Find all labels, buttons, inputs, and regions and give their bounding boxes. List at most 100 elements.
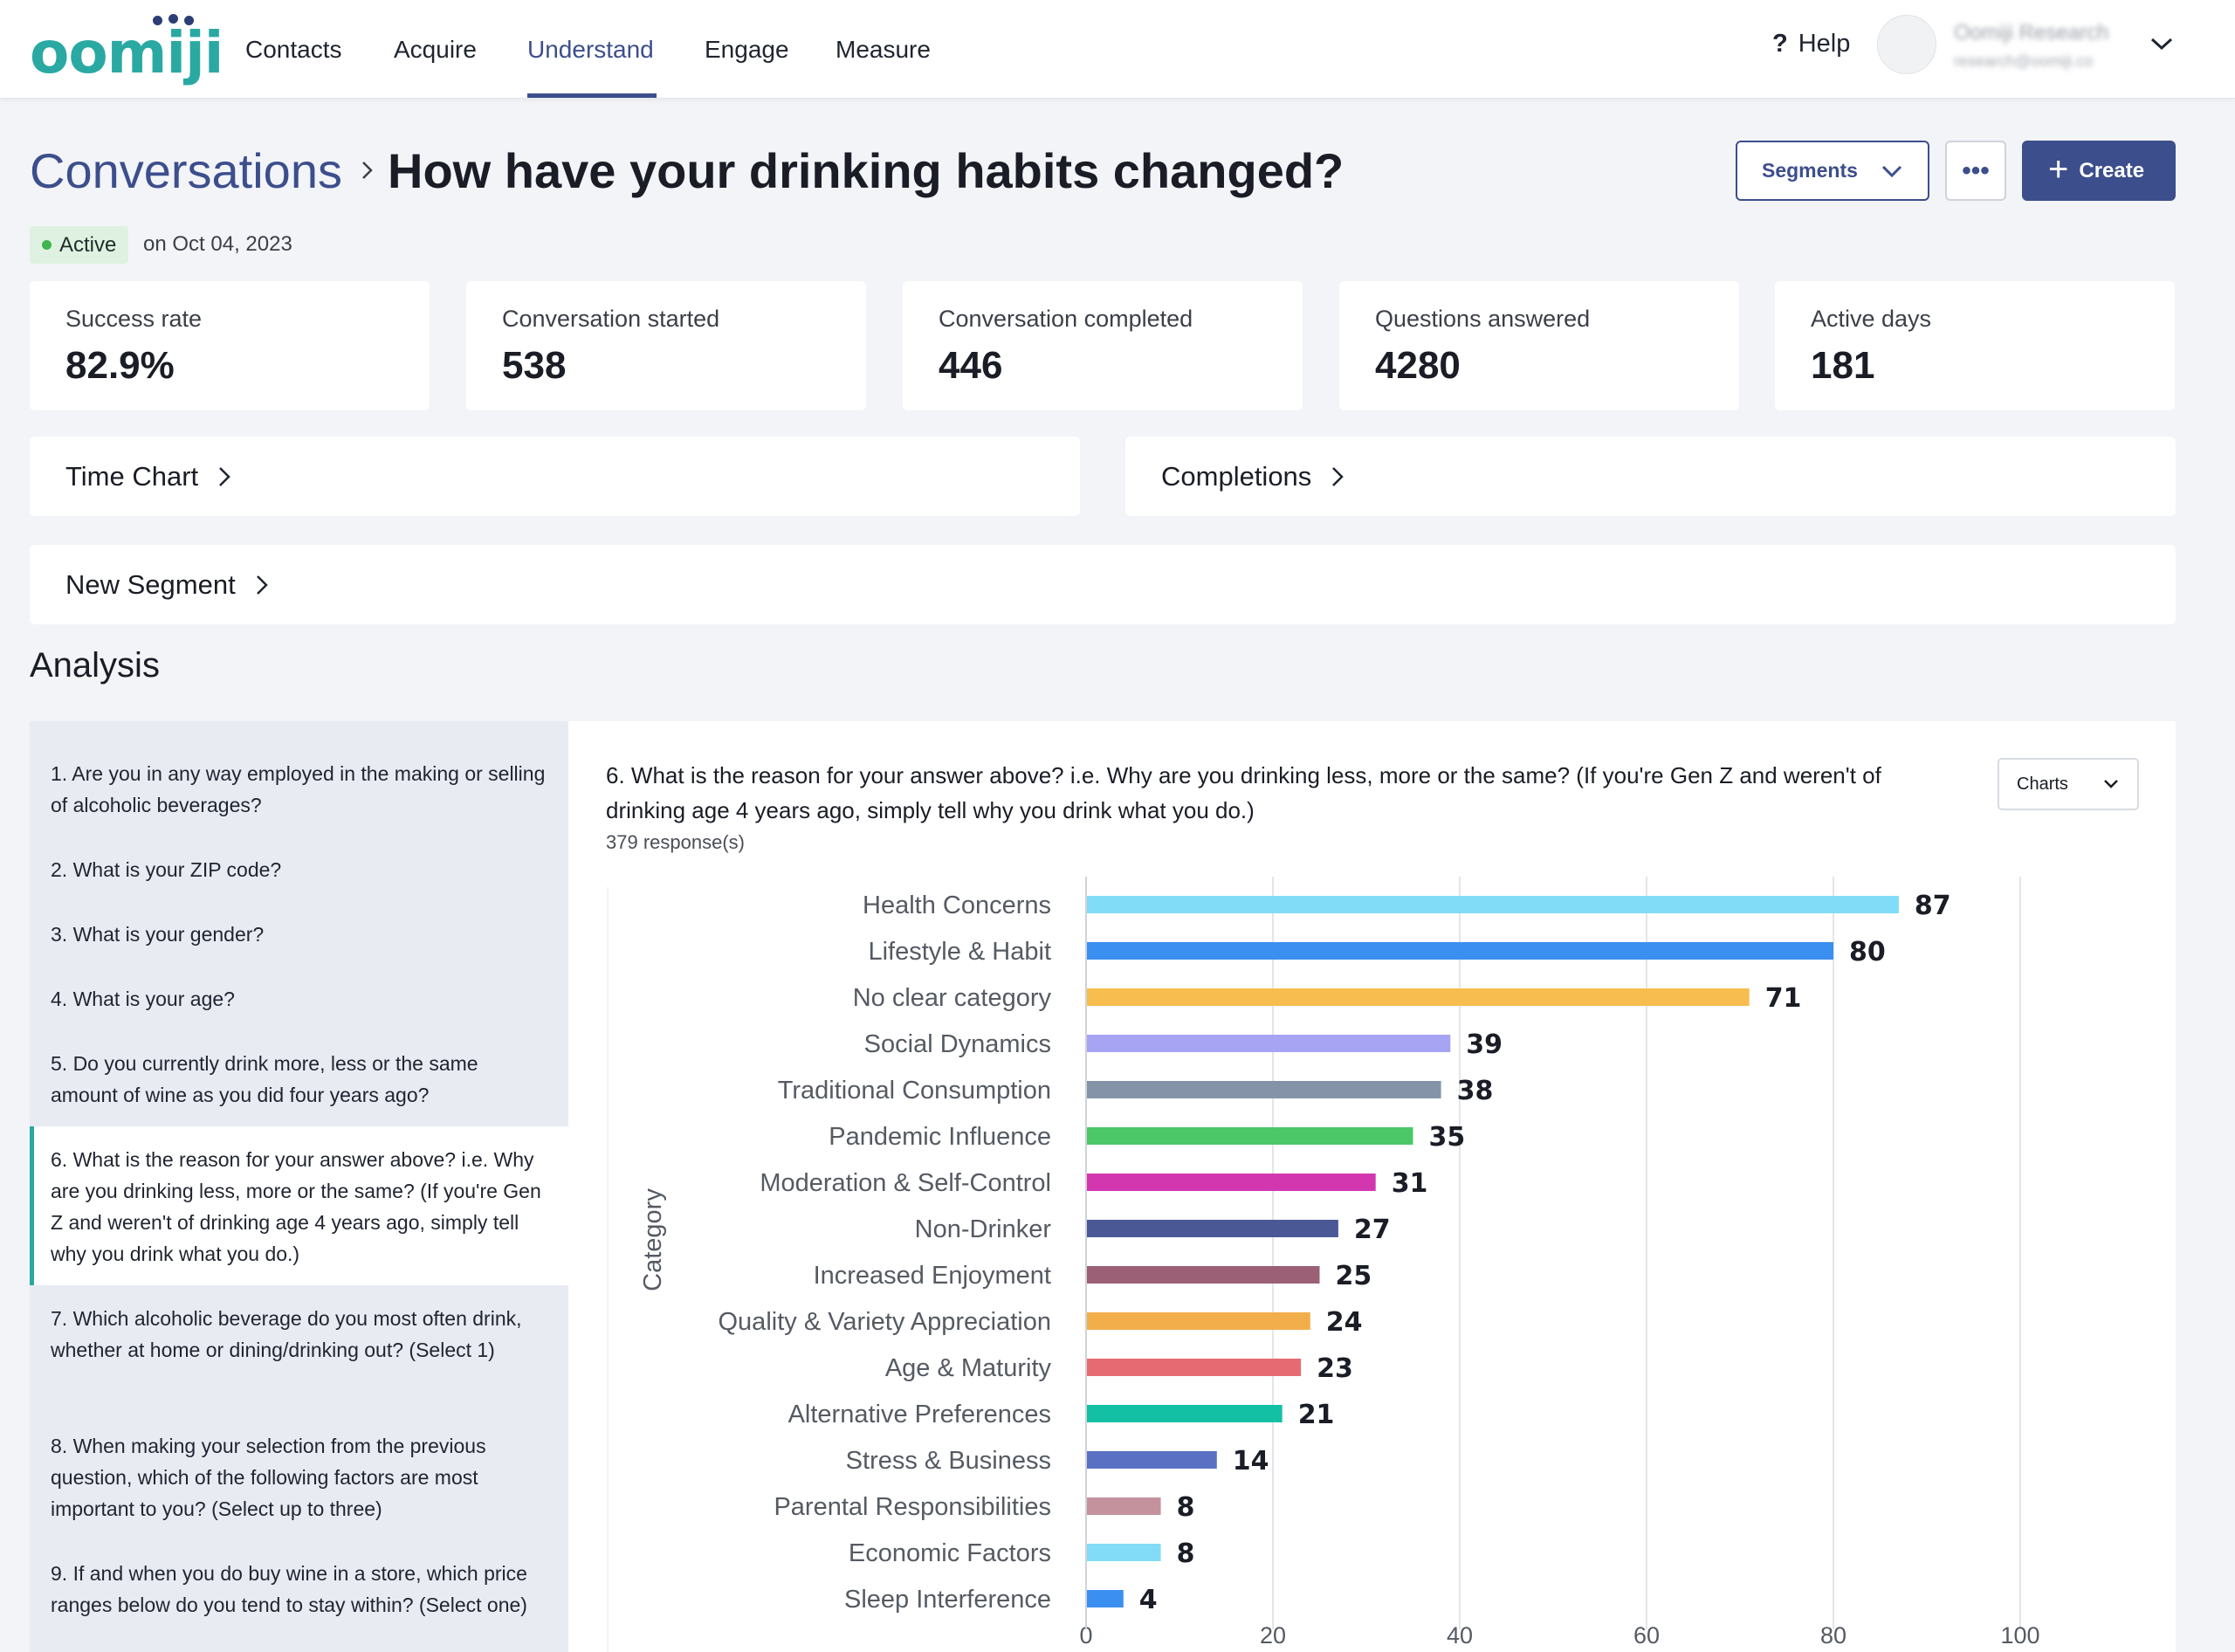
oomiji-logo[interactable]: oomiji bbox=[30, 19, 224, 86]
nav-measure[interactable]: Measure bbox=[836, 35, 931, 63]
category-label: Social Dynamics bbox=[864, 1030, 1051, 1058]
chevron-down-icon bbox=[1881, 165, 1902, 178]
x-tick-label: 0 bbox=[1079, 1622, 1092, 1649]
data-label: 71 bbox=[1765, 983, 1802, 1014]
data-label: 4 bbox=[1139, 1585, 1158, 1615]
question-item-2[interactable]: 2. What is your ZIP code? bbox=[51, 858, 282, 881]
question-item-8[interactable]: 8. When making your selection from the p… bbox=[51, 1435, 486, 1520]
question-item-3[interactable]: 3. What is your gender? bbox=[51, 923, 265, 946]
segments-dropdown[interactable]: Segments bbox=[1736, 141, 1929, 201]
data-label: 27 bbox=[1354, 1215, 1391, 1245]
stat-label: Conversation started bbox=[502, 306, 720, 332]
question-list: 1. Are you in any way employed in the ma… bbox=[30, 721, 568, 1652]
segments-label: Segments bbox=[1762, 159, 1858, 182]
charts-label: Charts bbox=[2017, 774, 2068, 794]
create-label: Create bbox=[2079, 158, 2145, 182]
user-name: Oomiji Research bbox=[1954, 21, 2109, 45]
category-label: Stress & Business bbox=[846, 1447, 1051, 1475]
stat-value: 446 bbox=[939, 344, 1003, 387]
category-label: Non-Drinker bbox=[915, 1215, 1052, 1243]
bar bbox=[1087, 1451, 1217, 1469]
user-email: research@oomiji.co bbox=[1954, 52, 2094, 70]
nav-engage[interactable]: Engage bbox=[705, 35, 789, 63]
bar bbox=[1087, 1312, 1310, 1330]
data-label: 39 bbox=[1466, 1029, 1503, 1060]
data-label: 8 bbox=[1177, 1492, 1195, 1523]
nav-understand[interactable]: Understand bbox=[527, 35, 654, 63]
category-label: Alternative Preferences bbox=[788, 1401, 1051, 1428]
data-label: 8 bbox=[1177, 1538, 1195, 1569]
data-label: 21 bbox=[1298, 1400, 1335, 1430]
stat-card-conversation-completed: Conversation completed 446 bbox=[903, 281, 1303, 410]
question-item-5[interactable]: 5. Do you currently drink more, less or … bbox=[51, 1052, 478, 1106]
stat-label: Questions answered bbox=[1375, 306, 1591, 332]
bar bbox=[1087, 1359, 1302, 1376]
x-tick-label: 100 bbox=[2000, 1622, 2039, 1649]
bar bbox=[1087, 1035, 1451, 1052]
status-date: on Oct 04, 2023 bbox=[143, 232, 292, 256]
stat-card-questions-answered: Questions answered 4280 bbox=[1339, 281, 1739, 410]
avatar[interactable] bbox=[1877, 15, 1936, 74]
y-axis-label: Category bbox=[639, 1188, 667, 1291]
nav-contacts[interactable]: Contacts bbox=[245, 35, 342, 63]
category-label: Health Concerns bbox=[863, 891, 1051, 919]
bar bbox=[1087, 1081, 1441, 1098]
x-tick-label: 20 bbox=[1260, 1622, 1286, 1649]
stat-label: Active days bbox=[1811, 306, 1932, 332]
bar-chart: 0 20 40 60 80 100 Category Health Concerns 87 Lif… bbox=[607, 877, 2040, 1652]
chevron-right-icon bbox=[256, 575, 268, 595]
bar bbox=[1087, 988, 1750, 1006]
analysis-heading: Analysis bbox=[30, 646, 160, 685]
question-item-9[interactable]: 9. If and when you do buy wine in a stor… bbox=[51, 1562, 527, 1616]
bar bbox=[1087, 1497, 1161, 1515]
data-label: 87 bbox=[1915, 891, 1951, 921]
stat-card-conversation-started: Conversation started 538 bbox=[466, 281, 866, 410]
data-label: 25 bbox=[1336, 1261, 1372, 1291]
bar bbox=[1087, 1590, 1124, 1607]
status-badge: Active bbox=[30, 226, 129, 264]
question-item-4[interactable]: 4. What is your age? bbox=[51, 988, 235, 1010]
help-icon: ? bbox=[1772, 29, 1788, 58]
category-label: Age & Maturity bbox=[885, 1354, 1052, 1382]
bar bbox=[1087, 942, 1833, 960]
stat-label: Conversation completed bbox=[939, 306, 1193, 332]
page-title: How have your drinking habits changed? bbox=[388, 143, 1344, 198]
response-count: 379 response(s) bbox=[606, 831, 745, 853]
stat-value: 82.9% bbox=[65, 344, 175, 387]
question-item-6[interactable]: 6. What is the reason for your answer ab… bbox=[51, 1148, 541, 1265]
stat-value: 4280 bbox=[1375, 344, 1461, 387]
charts-dropdown[interactable]: Charts bbox=[1998, 758, 2139, 810]
question-item-7[interactable]: 7. Which alcoholic beverage do you most … bbox=[51, 1307, 522, 1361]
data-label: 31 bbox=[1392, 1168, 1428, 1199]
x-tick-label: 60 bbox=[1633, 1622, 1660, 1649]
nav-acquire[interactable]: Acquire bbox=[394, 35, 477, 63]
category-label: Traditional Consumption bbox=[778, 1077, 1051, 1105]
breadcrumb-conversations[interactable]: Conversations bbox=[30, 143, 342, 198]
stat-card-success-rate: Success rate 82.9% bbox=[30, 281, 430, 410]
chart-question: 6. What is the reason for your answer ab… bbox=[606, 762, 1881, 823]
help-link[interactable]: ? Help bbox=[1772, 0, 1850, 87]
bar bbox=[1087, 896, 1899, 913]
new-segment-panel[interactable]: New Segment bbox=[30, 545, 2176, 624]
data-label: 35 bbox=[1429, 1122, 1466, 1153]
bar bbox=[1087, 1127, 1413, 1145]
more-options-button[interactable]: ••• bbox=[1945, 141, 2006, 201]
stat-label: Success rate bbox=[65, 306, 203, 332]
chevron-down-icon bbox=[2104, 780, 2118, 788]
chevron-down-icon[interactable] bbox=[2149, 35, 2174, 52]
bar bbox=[1087, 1220, 1338, 1237]
active-question-highlight bbox=[30, 1126, 568, 1285]
category-label: Economic Factors bbox=[849, 1539, 1051, 1567]
question-item-1[interactable]: 1. Are you in any way employed in the ma… bbox=[51, 762, 546, 816]
x-tick-label: 40 bbox=[1447, 1622, 1473, 1649]
time-chart-panel[interactable]: Time Chart bbox=[30, 437, 1080, 516]
new-segment-label: New Segment bbox=[65, 568, 236, 600]
data-label: 14 bbox=[1233, 1446, 1269, 1476]
completions-panel[interactable]: Completions bbox=[1125, 437, 2176, 516]
create-button[interactable]: + Create bbox=[2022, 141, 2176, 201]
category-label: Pandemic Influence bbox=[829, 1123, 1051, 1151]
category-label: Lifestyle & Habit bbox=[868, 938, 1051, 966]
completions-label: Completions bbox=[1161, 460, 1312, 492]
stat-value: 538 bbox=[502, 344, 567, 387]
bar bbox=[1087, 1544, 1161, 1561]
